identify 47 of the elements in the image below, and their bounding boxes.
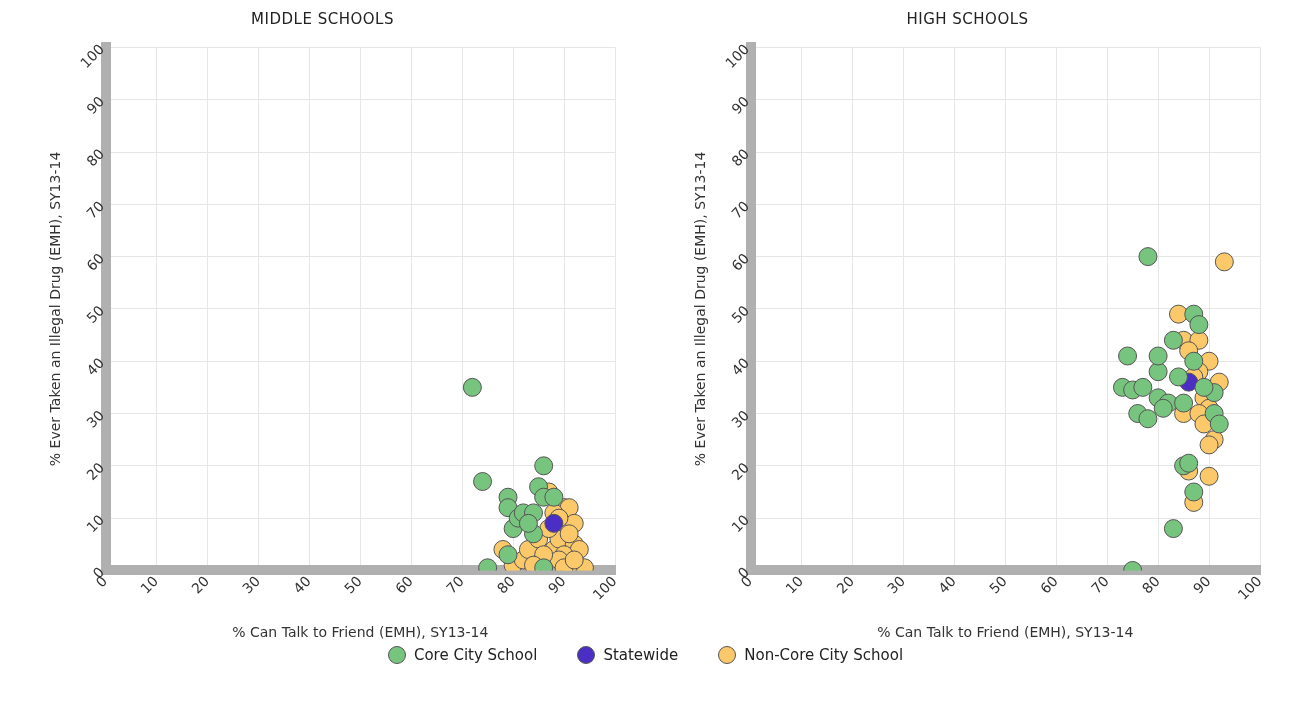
x-axis-title: % Can Talk to Friend (EMH), SY13-14 bbox=[877, 624, 1134, 641]
y-tick-label: 70 bbox=[728, 197, 753, 222]
y-tick-label: 90 bbox=[728, 93, 753, 117]
x-tick-label: 10 bbox=[782, 572, 807, 597]
x-tick-label: 40 bbox=[935, 572, 960, 597]
legend-label: Statewide bbox=[603, 646, 679, 664]
chart-title: MIDDLE SCHOOLS bbox=[250, 9, 395, 30]
y-tick-label: 70 bbox=[83, 197, 108, 222]
x-tick-label: 20 bbox=[188, 572, 213, 597]
legend-label: Non-Core City School bbox=[744, 646, 904, 664]
y-tick-label: 90 bbox=[83, 93, 108, 117]
x-tick-label: 80 bbox=[1138, 572, 1163, 597]
y-tick-label: 30 bbox=[728, 406, 753, 431]
x-tick-label: 60 bbox=[1037, 572, 1061, 597]
x-axis-title: % Can Talk to Friend (EMH), SY13-14 bbox=[232, 624, 489, 641]
x-tick-label: 60 bbox=[392, 572, 416, 597]
y-tick-label: 40 bbox=[728, 354, 753, 379]
x-tick-label: 10 bbox=[137, 572, 162, 597]
x-tick-label: 90 bbox=[544, 572, 569, 597]
y-tick-label: 50 bbox=[83, 302, 108, 327]
x-tick-label: 50 bbox=[986, 572, 1010, 597]
x-tick-label: 70 bbox=[1087, 572, 1112, 597]
y-tick-label: 80 bbox=[83, 145, 108, 170]
y-axis-title: % Ever Taken an Illegal Drug (EMH), SY13-14 bbox=[47, 151, 64, 467]
x-tick-label: 30 bbox=[884, 572, 909, 597]
legend-label: Core City School bbox=[413, 646, 538, 664]
x-tick-label: 100 bbox=[589, 572, 620, 603]
y-tick-label: 60 bbox=[728, 249, 753, 274]
x-tick-label: 30 bbox=[239, 572, 264, 597]
x-tick-label: 20 bbox=[833, 572, 858, 597]
x-tick-label: 90 bbox=[1189, 572, 1214, 597]
x-tick-label: 100 bbox=[1234, 572, 1265, 603]
y-tick-label: 10 bbox=[83, 511, 108, 536]
y-tick-label: 20 bbox=[728, 459, 753, 484]
y-tick-label: 10 bbox=[728, 511, 753, 536]
chart-title: HIGH SCHOOLS bbox=[905, 9, 1030, 30]
x-tick-label: 50 bbox=[341, 572, 365, 597]
y-tick-label: 30 bbox=[83, 406, 108, 431]
y-tick-label: 20 bbox=[83, 459, 108, 484]
y-tick-label: 40 bbox=[83, 354, 108, 379]
x-tick-label: 80 bbox=[493, 572, 518, 597]
y-axis-title: % Ever Taken an Illegal Drug (EMH), SY13-14 bbox=[692, 151, 709, 467]
y-tick-label: 60 bbox=[83, 249, 108, 274]
x-tick-label: 70 bbox=[442, 572, 467, 597]
y-tick-label: 50 bbox=[728, 302, 753, 327]
y-tick-label: 80 bbox=[728, 145, 753, 170]
x-tick-label: 40 bbox=[290, 572, 315, 597]
